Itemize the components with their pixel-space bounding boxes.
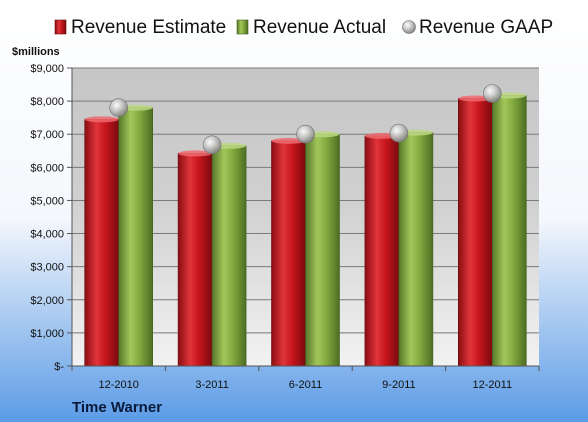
y-tick-label: $7,000 xyxy=(30,129,64,141)
bar-revenue-estimate xyxy=(271,140,306,367)
y-tick-label: $5,000 xyxy=(30,195,64,207)
legend-swatch-revenue-gaap xyxy=(402,20,416,34)
bar-top-shade xyxy=(178,150,213,157)
y-tick-label: $9,000 xyxy=(30,63,64,75)
bar-revenue-actual xyxy=(118,107,153,367)
marker-revenue-gaap xyxy=(389,123,409,143)
y-tick-label: $1,000 xyxy=(30,328,64,340)
legend-label: Revenue GAAP xyxy=(419,17,553,38)
gaap-markers xyxy=(109,84,502,155)
y-tick-label: $6,000 xyxy=(30,162,64,174)
bar-top-shade xyxy=(271,137,306,144)
marker-revenue-gaap xyxy=(296,124,315,144)
company-label: Time Warner xyxy=(72,399,162,416)
bar-top-shade xyxy=(84,116,119,123)
x-tick-label: 9-2011 xyxy=(382,379,415,391)
marker-revenue-gaap xyxy=(109,98,128,118)
legend-swatch-revenue-actual xyxy=(236,19,249,35)
legend-label: Revenue Actual xyxy=(253,17,386,38)
bar-revenue-estimate xyxy=(177,153,213,367)
y-tick-label: $4,000 xyxy=(30,229,64,241)
bar-revenue-actual xyxy=(491,95,527,367)
bar-revenue-estimate xyxy=(364,135,400,367)
x-tick-label: 6-2011 xyxy=(289,379,322,391)
bar-revenue-estimate xyxy=(84,119,119,367)
bars xyxy=(84,92,527,367)
y-tick-label: $2,000 xyxy=(30,295,64,307)
legend-label: Revenue Estimate xyxy=(71,17,226,38)
bar-revenue-actual xyxy=(305,133,340,367)
x-tick-label: 12-2010 xyxy=(99,379,139,391)
y-tick-label: $8,000 xyxy=(30,96,64,108)
x-tick-label: 3-2011 xyxy=(195,379,228,391)
axes: $- $1,000 $2,000 $3,000 $4,000 $5,000 $6,000 $7… xyxy=(30,63,540,391)
bar-revenue-actual xyxy=(211,145,247,367)
y-tick-label: $- xyxy=(54,361,64,373)
marker-revenue-gaap xyxy=(202,135,222,155)
legend: Revenue Estimate Revenue Actual Revenue GA… xyxy=(54,17,553,38)
bar-revenue-actual xyxy=(398,132,434,367)
legend-swatch-revenue-estimate xyxy=(54,19,67,35)
bar-revenue-estimate xyxy=(457,98,493,367)
y-tick-label: $3,000 xyxy=(30,262,64,274)
y-axis-unit-label: $millions xyxy=(12,46,60,58)
marker-revenue-gaap xyxy=(482,84,502,103)
x-tick-label: 12-2011 xyxy=(473,379,513,391)
